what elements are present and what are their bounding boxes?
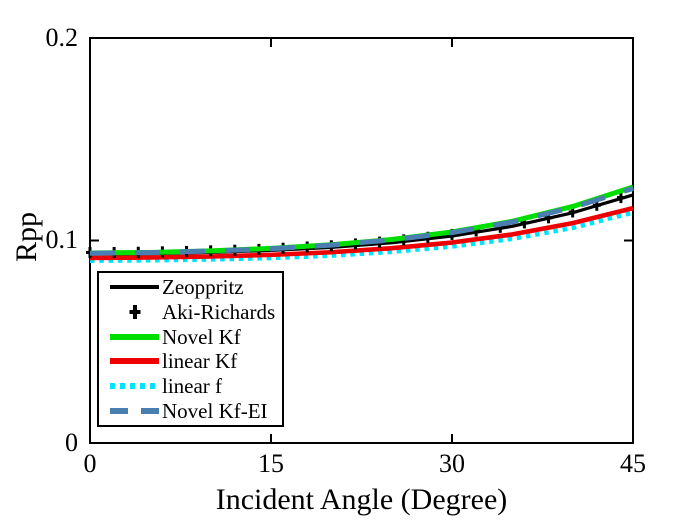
legend-key-linear-f-line xyxy=(110,377,159,395)
legend: Zeoppritz Aki-Richards Novel Kf linear K… xyxy=(97,271,284,427)
legend-key-linear-kf-line xyxy=(110,352,159,370)
legend-item-novel-kf: Novel Kf xyxy=(110,325,282,349)
legend-item-novel-kf-ei: Novel Kf-EI xyxy=(110,399,282,423)
legend-item-zeoppritz: Zeoppritz xyxy=(110,275,282,299)
x-tick-label-30: 30 xyxy=(439,449,465,478)
x-tick-label-15: 15 xyxy=(258,449,284,478)
y-tick-label-0: 0 xyxy=(65,428,78,457)
legend-key-novel-kf-ei-line xyxy=(110,402,159,420)
legend-key-zeoppritz-line xyxy=(110,278,159,296)
legend-key-novel-kf-line xyxy=(110,328,159,346)
legend-label-aki-richards: Aki-Richards xyxy=(162,299,276,324)
series-line-zeoppritz xyxy=(89,193,634,256)
legend-label-novel-kf-ei: Novel Kf-EI xyxy=(162,398,268,423)
x-tick-label-45: 45 xyxy=(620,449,646,478)
series-line-linear-f xyxy=(89,210,634,263)
series-markers-aki-richards xyxy=(86,192,625,258)
x-axis-title: Incident Angle (Degree) xyxy=(215,483,508,516)
series-line-novel-kf-ei xyxy=(89,186,634,256)
legend-item-aki-richards: Aki-Richards xyxy=(110,300,282,324)
legend-label-linear-f: linear f xyxy=(162,373,223,398)
x-tick-label-0: 0 xyxy=(83,449,97,478)
y-tick-label-0.1: 0.1 xyxy=(45,225,79,254)
legend-key-plus-marker-icon xyxy=(110,303,159,321)
y-tick-label-0.2: 0.2 xyxy=(45,23,79,52)
legend-label-zeoppritz: Zeoppritz xyxy=(162,275,244,300)
legend-label-linear-kf: linear Kf xyxy=(162,349,238,374)
legend-item-linear-kf: linear Kf xyxy=(110,349,282,373)
series-line-linear-kf xyxy=(89,205,634,261)
legend-item-linear-f: linear f xyxy=(110,374,282,398)
legend-label-novel-kf: Novel Kf xyxy=(162,324,241,349)
